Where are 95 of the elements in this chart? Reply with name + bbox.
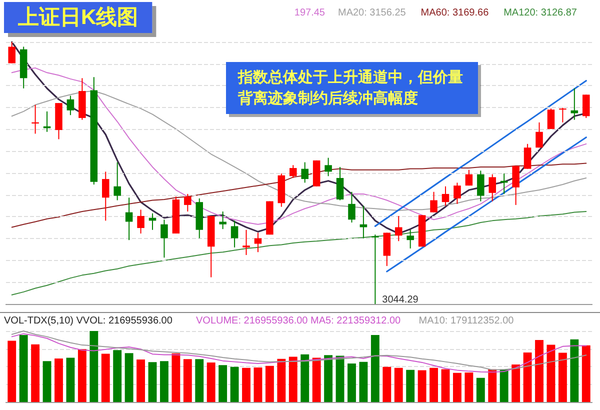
candlestick	[114, 162, 121, 201]
candlestick	[372, 234, 379, 304]
candlestick	[477, 170, 484, 202]
bar	[19, 335, 28, 402]
bar	[160, 361, 168, 402]
bar	[394, 368, 403, 402]
annotation: 指数总体处于上升通道中，但价量背离迹象制约后续冲高幅度	[237, 69, 463, 107]
candlestick	[230, 220, 238, 248]
bar	[359, 362, 368, 402]
text: VOL-TDX(5,10) VVOL: 216955936.00	[4, 316, 173, 326]
candlestick	[125, 197, 133, 241]
bar	[476, 378, 485, 402]
candlestick	[570, 88, 578, 120]
candlestick	[336, 166, 344, 201]
bar	[336, 356, 344, 402]
bar	[254, 367, 262, 402]
chart-title: 上证日K线图	[17, 6, 138, 29]
candlestick	[488, 174, 496, 202]
candlestick	[442, 186, 450, 206]
text: 197.45	[294, 8, 326, 18]
text: MA120: 3126.87	[504, 8, 578, 18]
bar	[136, 359, 145, 402]
bar	[370, 335, 380, 402]
bar	[406, 370, 415, 402]
candlestick	[219, 211, 226, 230]
candlestick	[66, 95, 74, 116]
bar	[54, 358, 63, 402]
candlestick	[406, 229, 414, 249]
bar	[324, 355, 333, 402]
bar	[230, 366, 239, 402]
bar	[172, 353, 180, 402]
bar	[570, 339, 579, 402]
candlestick	[465, 169, 473, 186]
candlestick	[242, 229, 250, 256]
bar	[382, 366, 392, 402]
bar	[265, 366, 274, 402]
bar	[288, 356, 298, 402]
annotation: 3044.29	[382, 294, 419, 306]
bar	[78, 349, 86, 402]
bar	[500, 369, 508, 402]
bar	[66, 358, 75, 402]
candlestick	[454, 182, 461, 204]
candlestick	[536, 122, 543, 148]
candlestick	[8, 42, 16, 64]
candlestick	[383, 232, 391, 267]
candlestick	[254, 232, 262, 253]
bar	[183, 359, 192, 402]
candlestick	[582, 94, 590, 118]
bar	[31, 344, 40, 402]
bar	[523, 352, 532, 402]
bar	[430, 368, 438, 402]
candlestick	[301, 162, 308, 184]
bar	[42, 361, 52, 402]
bar	[464, 372, 474, 402]
text: VOLUME: 216955936.00 MA5: 221359312.00	[196, 316, 402, 326]
bar	[512, 364, 520, 402]
candlestick	[32, 104, 39, 134]
bar	[8, 340, 16, 402]
bar	[453, 372, 462, 402]
candlestick	[394, 215, 402, 242]
candlestick	[559, 107, 566, 123]
candlestick	[512, 165, 520, 206]
bar	[300, 354, 310, 402]
bar	[90, 331, 98, 402]
candlestick	[290, 164, 297, 178]
candlestick	[184, 193, 192, 212]
bar	[124, 353, 134, 402]
bar	[101, 354, 110, 402]
candlestick	[524, 143, 532, 170]
bar	[582, 345, 590, 402]
bar	[348, 364, 356, 402]
bar	[418, 370, 426, 402]
bar	[195, 359, 204, 402]
candlestick	[137, 209, 144, 234]
candlestick	[324, 157, 332, 177]
bar	[558, 352, 567, 402]
bar	[312, 358, 321, 402]
bar	[546, 344, 556, 402]
text: MA20: 3156.25	[338, 8, 406, 18]
candlestick	[102, 171, 110, 222]
bar	[242, 368, 250, 402]
bar	[441, 369, 450, 402]
candlestick	[547, 108, 555, 130]
candlestick	[430, 191, 438, 213]
candlestick	[348, 191, 356, 224]
bar	[535, 340, 544, 402]
bar	[113, 350, 122, 402]
candlestick	[160, 219, 168, 258]
bar	[206, 362, 216, 402]
text: MA60: 3169.66	[420, 8, 490, 18]
bar	[488, 369, 497, 402]
text: MA10: 179112352.00	[418, 316, 514, 326]
bar	[218, 365, 228, 402]
bar	[277, 358, 286, 402]
bar	[148, 362, 157, 402]
